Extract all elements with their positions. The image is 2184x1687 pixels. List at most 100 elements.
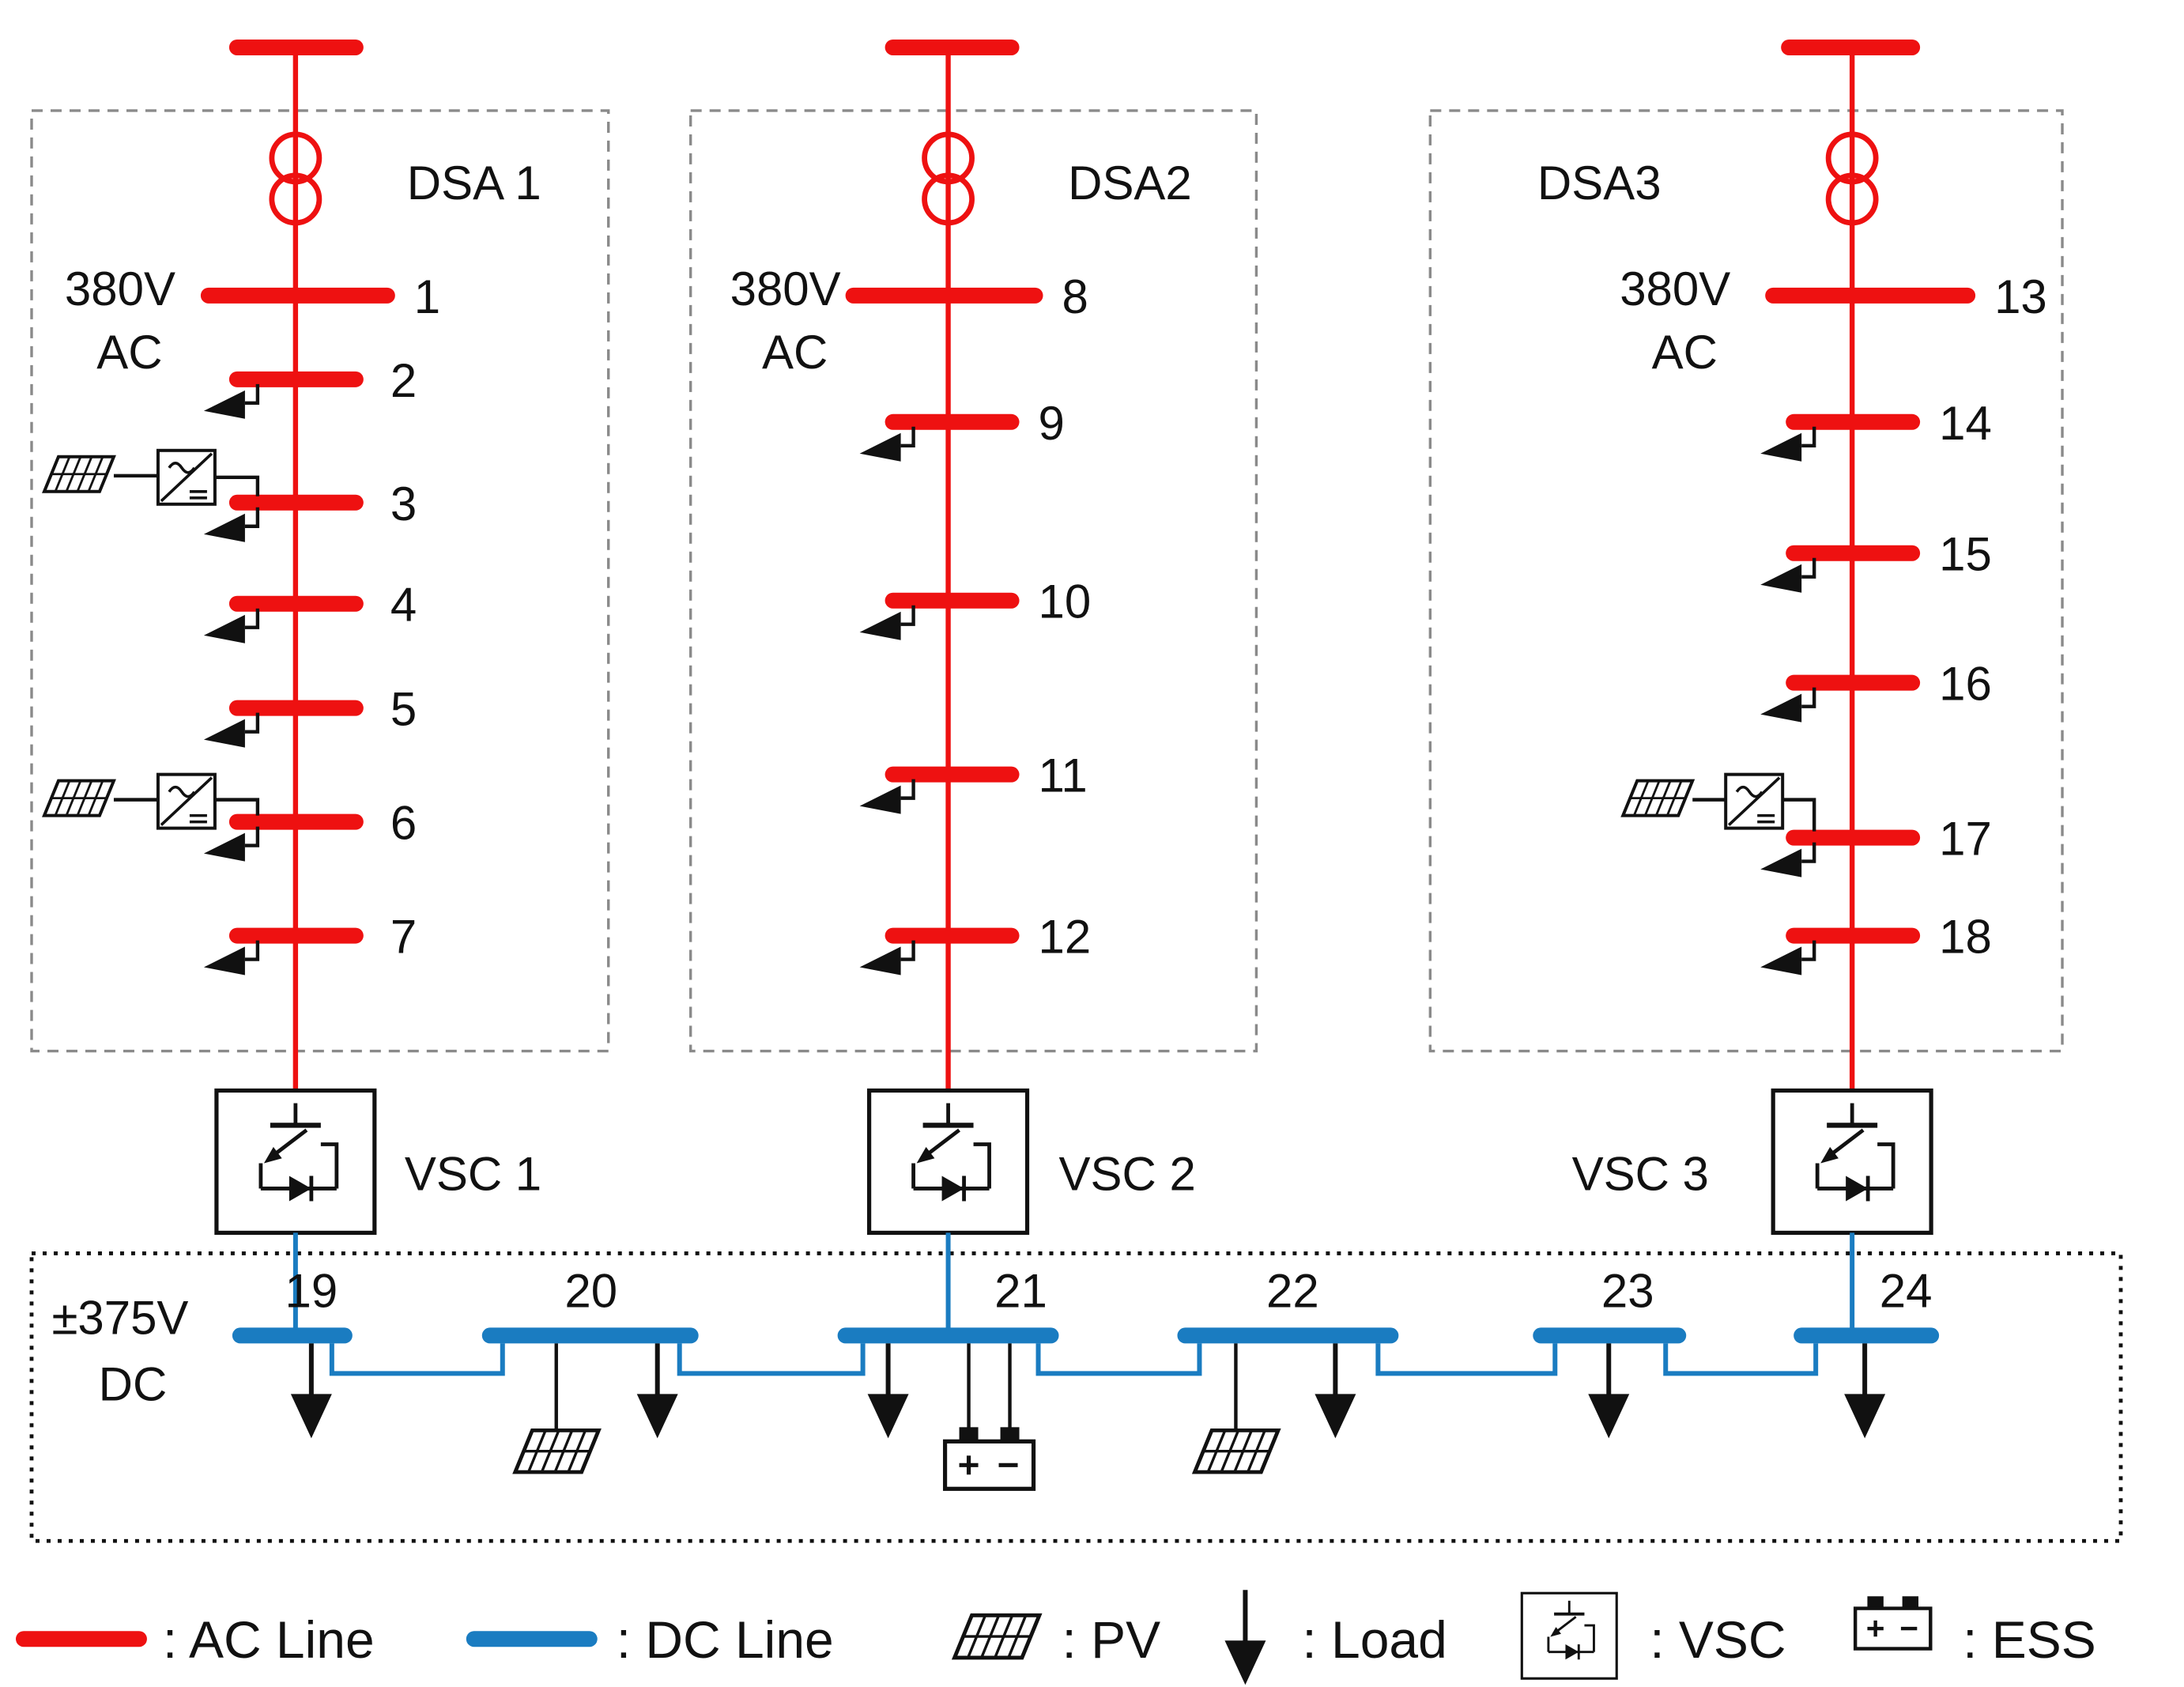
pv-icon (42, 455, 115, 493)
bus-label-23: 23 (1601, 1264, 1654, 1317)
load-icon (1844, 1343, 1885, 1438)
load-icon (291, 1343, 332, 1438)
vsc2-label: VSC 2 (1059, 1147, 1196, 1200)
load-icon (860, 941, 914, 976)
bus-label-14: 14 (1939, 397, 1992, 450)
vsc1-icon (217, 1090, 375, 1232)
bus-label-13: 13 (1994, 270, 2047, 323)
load-icon (204, 609, 258, 643)
dsa1-ac-label: AC (96, 326, 162, 379)
pv-icon (1621, 779, 1695, 817)
dsa2-area: DSA2 380V AC 8 9 10 11 12 VSC 2 (688, 39, 1258, 1232)
dsa2-boundary-box (688, 109, 1258, 1053)
legend-vsc-icon (1520, 1591, 1619, 1681)
dc-tie-21-22 (1035, 1343, 1202, 1376)
load-icon (860, 606, 914, 640)
dsa1-voltage-label: 380V (65, 262, 175, 315)
load-icon (1760, 427, 1814, 462)
load-icon (204, 508, 258, 542)
vsc3-label: VSC 3 (1572, 1147, 1709, 1200)
load-icon (204, 384, 258, 419)
bus-label-5: 5 (390, 683, 417, 736)
bus-label-7: 7 (390, 911, 417, 964)
dc-tie-23-24 (1663, 1343, 1819, 1376)
inverter-icon (1724, 772, 1785, 830)
dsa3-ac-label: AC (1652, 326, 1718, 379)
load-icon (204, 827, 258, 862)
dsa1-boundary-box (30, 109, 610, 1053)
bus-label-19: 19 (285, 1264, 338, 1317)
dc-voltage-label: ±375V (51, 1291, 188, 1344)
legend-dc-line-label: : DC Line (617, 1610, 834, 1669)
legend-load-icon (1224, 1590, 1266, 1685)
dsa3-voltage-label: 380V (1620, 262, 1730, 315)
ess-icon (945, 1427, 1034, 1489)
dsa1-area: DSA 1 380V AC 1 2 3 4 5 6 7 (30, 39, 610, 1232)
bus-label-12: 12 (1039, 911, 1092, 964)
inverter-icon (156, 448, 217, 506)
inverter-bus-wire (214, 475, 260, 496)
bus-label-3: 3 (390, 477, 417, 530)
ess-unit (945, 1343, 1034, 1489)
load-icon (204, 713, 258, 748)
load-icon (860, 779, 914, 814)
legend-pv-label: : PV (1062, 1610, 1161, 1669)
pv-icon (515, 1430, 599, 1472)
load-icon (860, 427, 914, 462)
dsa2-voltage-label: 380V (730, 262, 841, 315)
bus-label-20: 20 (564, 1264, 617, 1317)
vsc1-label: VSC 1 (405, 1147, 541, 1200)
legend-vsc-label: : VSC (1650, 1610, 1786, 1669)
load-icon (204, 941, 258, 976)
dsa3-boundary-box (1428, 109, 2064, 1053)
bus-label-16: 16 (1939, 658, 1992, 711)
load-icon (1315, 1343, 1356, 1438)
dc-tie-22-23 (1375, 1343, 1558, 1376)
bus-label-24: 24 (1880, 1264, 1933, 1317)
dsa2-label: DSA2 (1068, 157, 1192, 209)
legend-pv-icon (955, 1615, 1039, 1658)
load-icon (1760, 558, 1814, 593)
dc-grid-area: ±375V DC 19 20 21 22 23 24 (29, 1232, 2123, 1543)
dsa2-ac-label: AC (762, 326, 828, 379)
dsa3-pv-unit (1621, 772, 1816, 832)
load-icon (1760, 688, 1814, 723)
load-icon (1760, 843, 1814, 877)
bus-label-9: 9 (1039, 397, 1065, 450)
bus-label-11: 11 (1039, 749, 1088, 802)
bus-label-18: 18 (1939, 911, 1992, 964)
dsa1-pv-unit-2 (42, 772, 260, 830)
dc-tie-19-20 (329, 1343, 505, 1376)
bus-label-1: 1 (414, 270, 440, 323)
bus-label-21: 21 (994, 1264, 1047, 1317)
load-icon (1588, 1343, 1629, 1438)
bus-label-4: 4 (390, 579, 417, 632)
bus-label-22: 22 (1266, 1264, 1319, 1317)
bus-label-15: 15 (1939, 528, 1992, 581)
dsa3-area: DSA3 380V AC 13 14 15 16 17 18 VSC 3 (1428, 39, 2064, 1232)
bus-label-6: 6 (390, 797, 417, 850)
legend-ac-line-label: : AC Line (163, 1610, 375, 1669)
dsa1-label: DSA 1 (407, 157, 541, 209)
load-icon (1760, 941, 1814, 976)
inverter-bus-wire (1782, 798, 1816, 832)
vsc2-icon (869, 1090, 1028, 1232)
dc-grid-boundary-box (29, 1251, 2123, 1543)
dc-tie-20-21 (677, 1343, 866, 1376)
pv-icon (42, 779, 115, 817)
dsa1-pv-unit-1 (42, 448, 260, 506)
dsa3-label: DSA3 (1537, 157, 1662, 209)
legend-ess-icon (1855, 1596, 1930, 1648)
bus-label-17: 17 (1939, 813, 1992, 866)
pv-icon (1194, 1430, 1278, 1472)
load-icon (868, 1343, 909, 1438)
bus-label-8: 8 (1062, 270, 1088, 323)
bus-label-2: 2 (390, 354, 417, 407)
vsc3-icon (1773, 1090, 1931, 1232)
legend: : AC Line : DC Line : PV : Load : VSC : … (15, 1590, 2096, 1685)
legend-load-label: : Load (1302, 1610, 1447, 1669)
legend-ess-label: : ESS (1963, 1610, 2096, 1669)
inverter-bus-wire (214, 798, 260, 816)
